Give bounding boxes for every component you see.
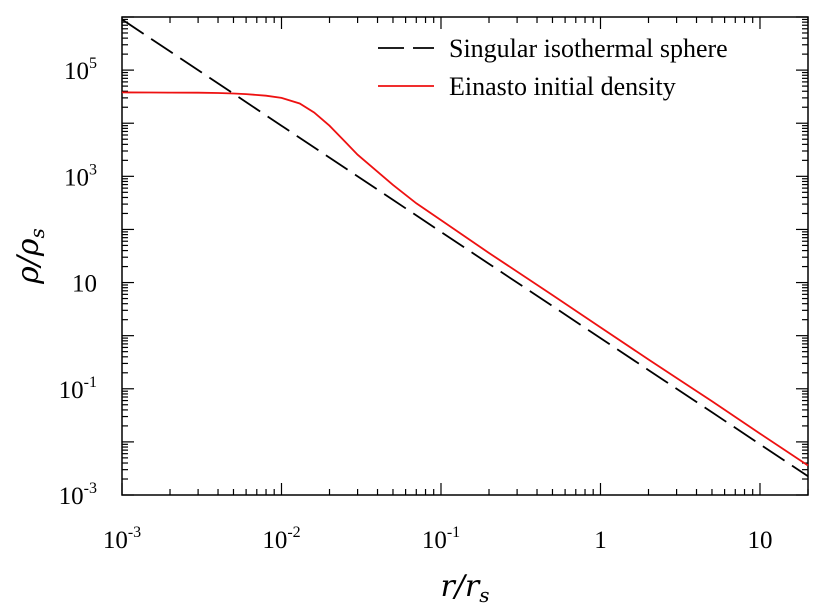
y-tick-label: 105 bbox=[64, 55, 97, 85]
x-axis-label: r/rs bbox=[440, 569, 489, 607]
legend-label-2: Einasto initial density bbox=[449, 72, 676, 101]
y-tick-label: 103 bbox=[64, 161, 97, 191]
x-tick-label: 1 bbox=[594, 527, 607, 554]
y-tick-labels: 10-3 10-1 10 103 105 bbox=[59, 55, 97, 510]
plot-frame bbox=[121, 16, 809, 496]
x-tick-label: 10-3 bbox=[103, 524, 141, 554]
x-tick-labels: 10-3 10-2 10-1 1 10 bbox=[103, 524, 773, 554]
x-tick-label: 10-2 bbox=[262, 524, 300, 554]
legend: Singular isothermal sphere Einasto initia… bbox=[378, 34, 728, 101]
y-tick-label: 10 bbox=[72, 271, 97, 298]
legend-label-1: Singular isothermal sphere bbox=[449, 34, 728, 63]
x-tick-label: 10 bbox=[747, 527, 772, 554]
series-line-1 bbox=[121, 18, 809, 478]
data-series bbox=[121, 18, 809, 478]
tick-marks bbox=[121, 16, 809, 496]
series-line-2 bbox=[121, 91, 809, 467]
y-tick-label: 10-3 bbox=[59, 480, 97, 510]
y-axis-label: ρ/ρs bbox=[11, 228, 49, 285]
x-tick-label: 10-1 bbox=[422, 524, 460, 554]
y-tick-label: 10-1 bbox=[59, 374, 97, 404]
